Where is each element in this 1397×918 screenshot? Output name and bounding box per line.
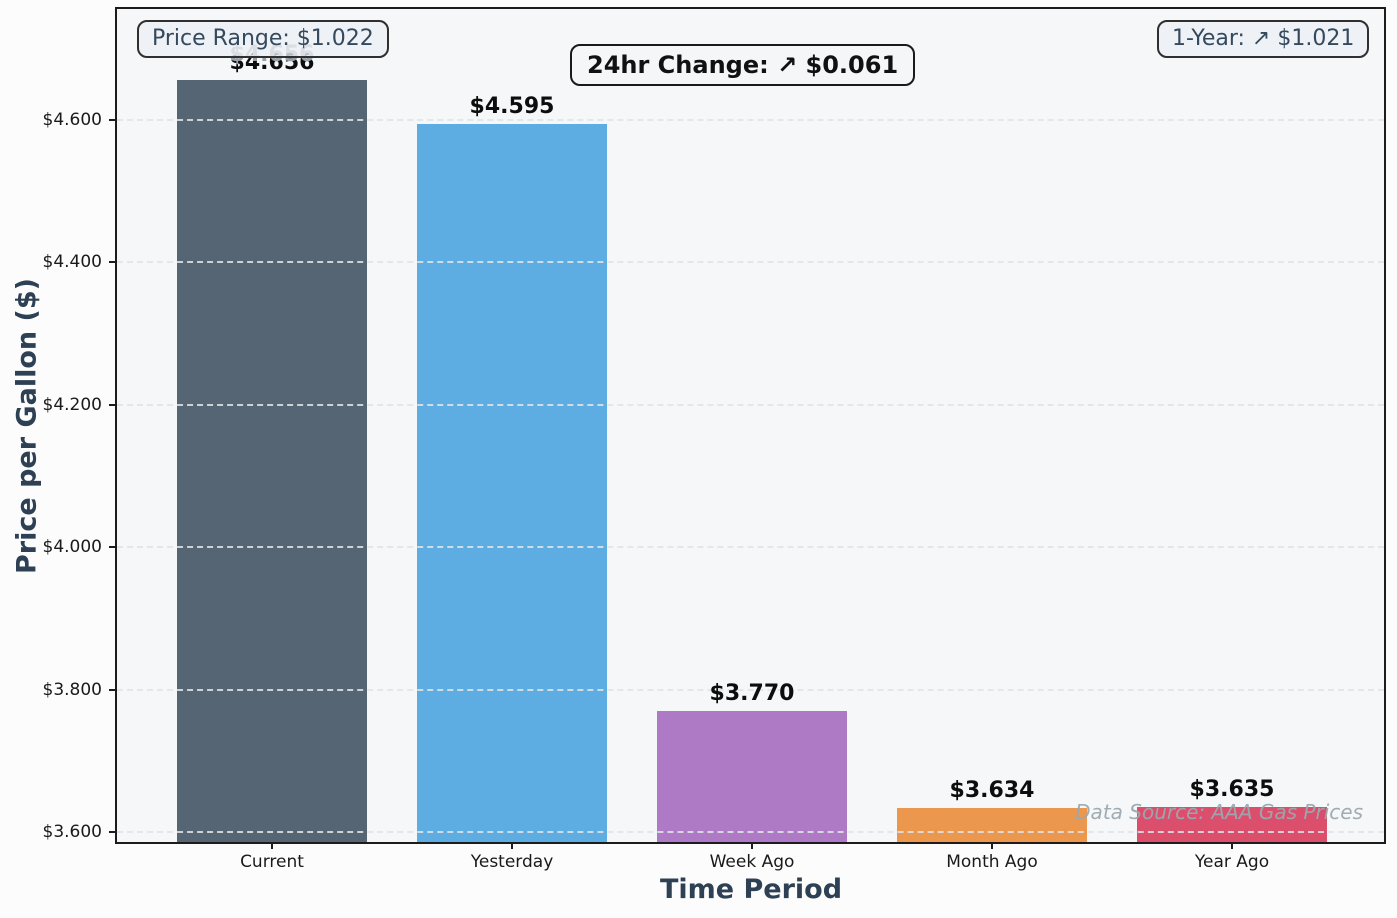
y-tick-label: $4.200 xyxy=(42,394,102,415)
x-tick-mark xyxy=(1231,842,1233,849)
y-tick-mark xyxy=(109,831,117,834)
bar-week-ago xyxy=(657,711,847,842)
x-tick-label: Yesterday xyxy=(470,852,554,872)
one-year-change-badge: 1-Year: ↗ $1.021 xyxy=(1157,20,1370,58)
y-tick-label: $4.400 xyxy=(42,252,102,273)
bar-year-ago xyxy=(1137,807,1327,842)
x-tick-label: Current xyxy=(240,852,304,872)
y-tick-mark xyxy=(109,119,117,122)
price-range-badge: Price Range: $1.022 xyxy=(137,20,389,58)
x-tick-mark xyxy=(751,842,753,849)
gridline xyxy=(117,688,1384,691)
x-tick-label: Year Ago xyxy=(1194,852,1270,872)
y-tick-mark xyxy=(109,688,117,691)
y-tick-label: $4.000 xyxy=(42,537,102,558)
gridline xyxy=(117,119,1384,122)
gridline xyxy=(117,546,1384,549)
x-tick-mark xyxy=(991,842,993,849)
y-tick-label: $3.800 xyxy=(42,679,102,700)
gridline xyxy=(117,403,1384,406)
y-axis-title: Price per Gallon ($) xyxy=(11,278,43,574)
y-tick-label: $3.600 xyxy=(42,822,102,843)
x-tick-label: Week Ago xyxy=(709,852,795,872)
data-source-note: Data Source: AAA Gas Prices xyxy=(1075,800,1363,824)
y-tick-mark xyxy=(109,403,117,406)
bar-value-label: $3.635 xyxy=(1189,777,1275,803)
y-tick-mark xyxy=(109,261,117,264)
bar-yesterday xyxy=(417,123,607,842)
bar-value-label: $3.634 xyxy=(949,777,1035,803)
bar-value-label: $4.595 xyxy=(469,93,555,119)
gridline xyxy=(117,261,1384,264)
plot-area xyxy=(117,9,1384,842)
y-tick-mark xyxy=(109,546,117,549)
x-tick-label: Month Ago xyxy=(946,852,1038,872)
x-tick-mark xyxy=(271,842,273,849)
x-tick-mark xyxy=(511,842,513,849)
bar-month-ago xyxy=(897,807,1087,842)
bar-value-label: $3.770 xyxy=(709,681,795,706)
x-axis-title: Time Period xyxy=(659,874,843,905)
y-tick-label: $4.600 xyxy=(42,110,102,131)
gridline xyxy=(117,831,1384,834)
change-24hr-badge: 24hr Change: ↗ $0.061 xyxy=(570,44,916,86)
bar-current xyxy=(177,80,367,842)
